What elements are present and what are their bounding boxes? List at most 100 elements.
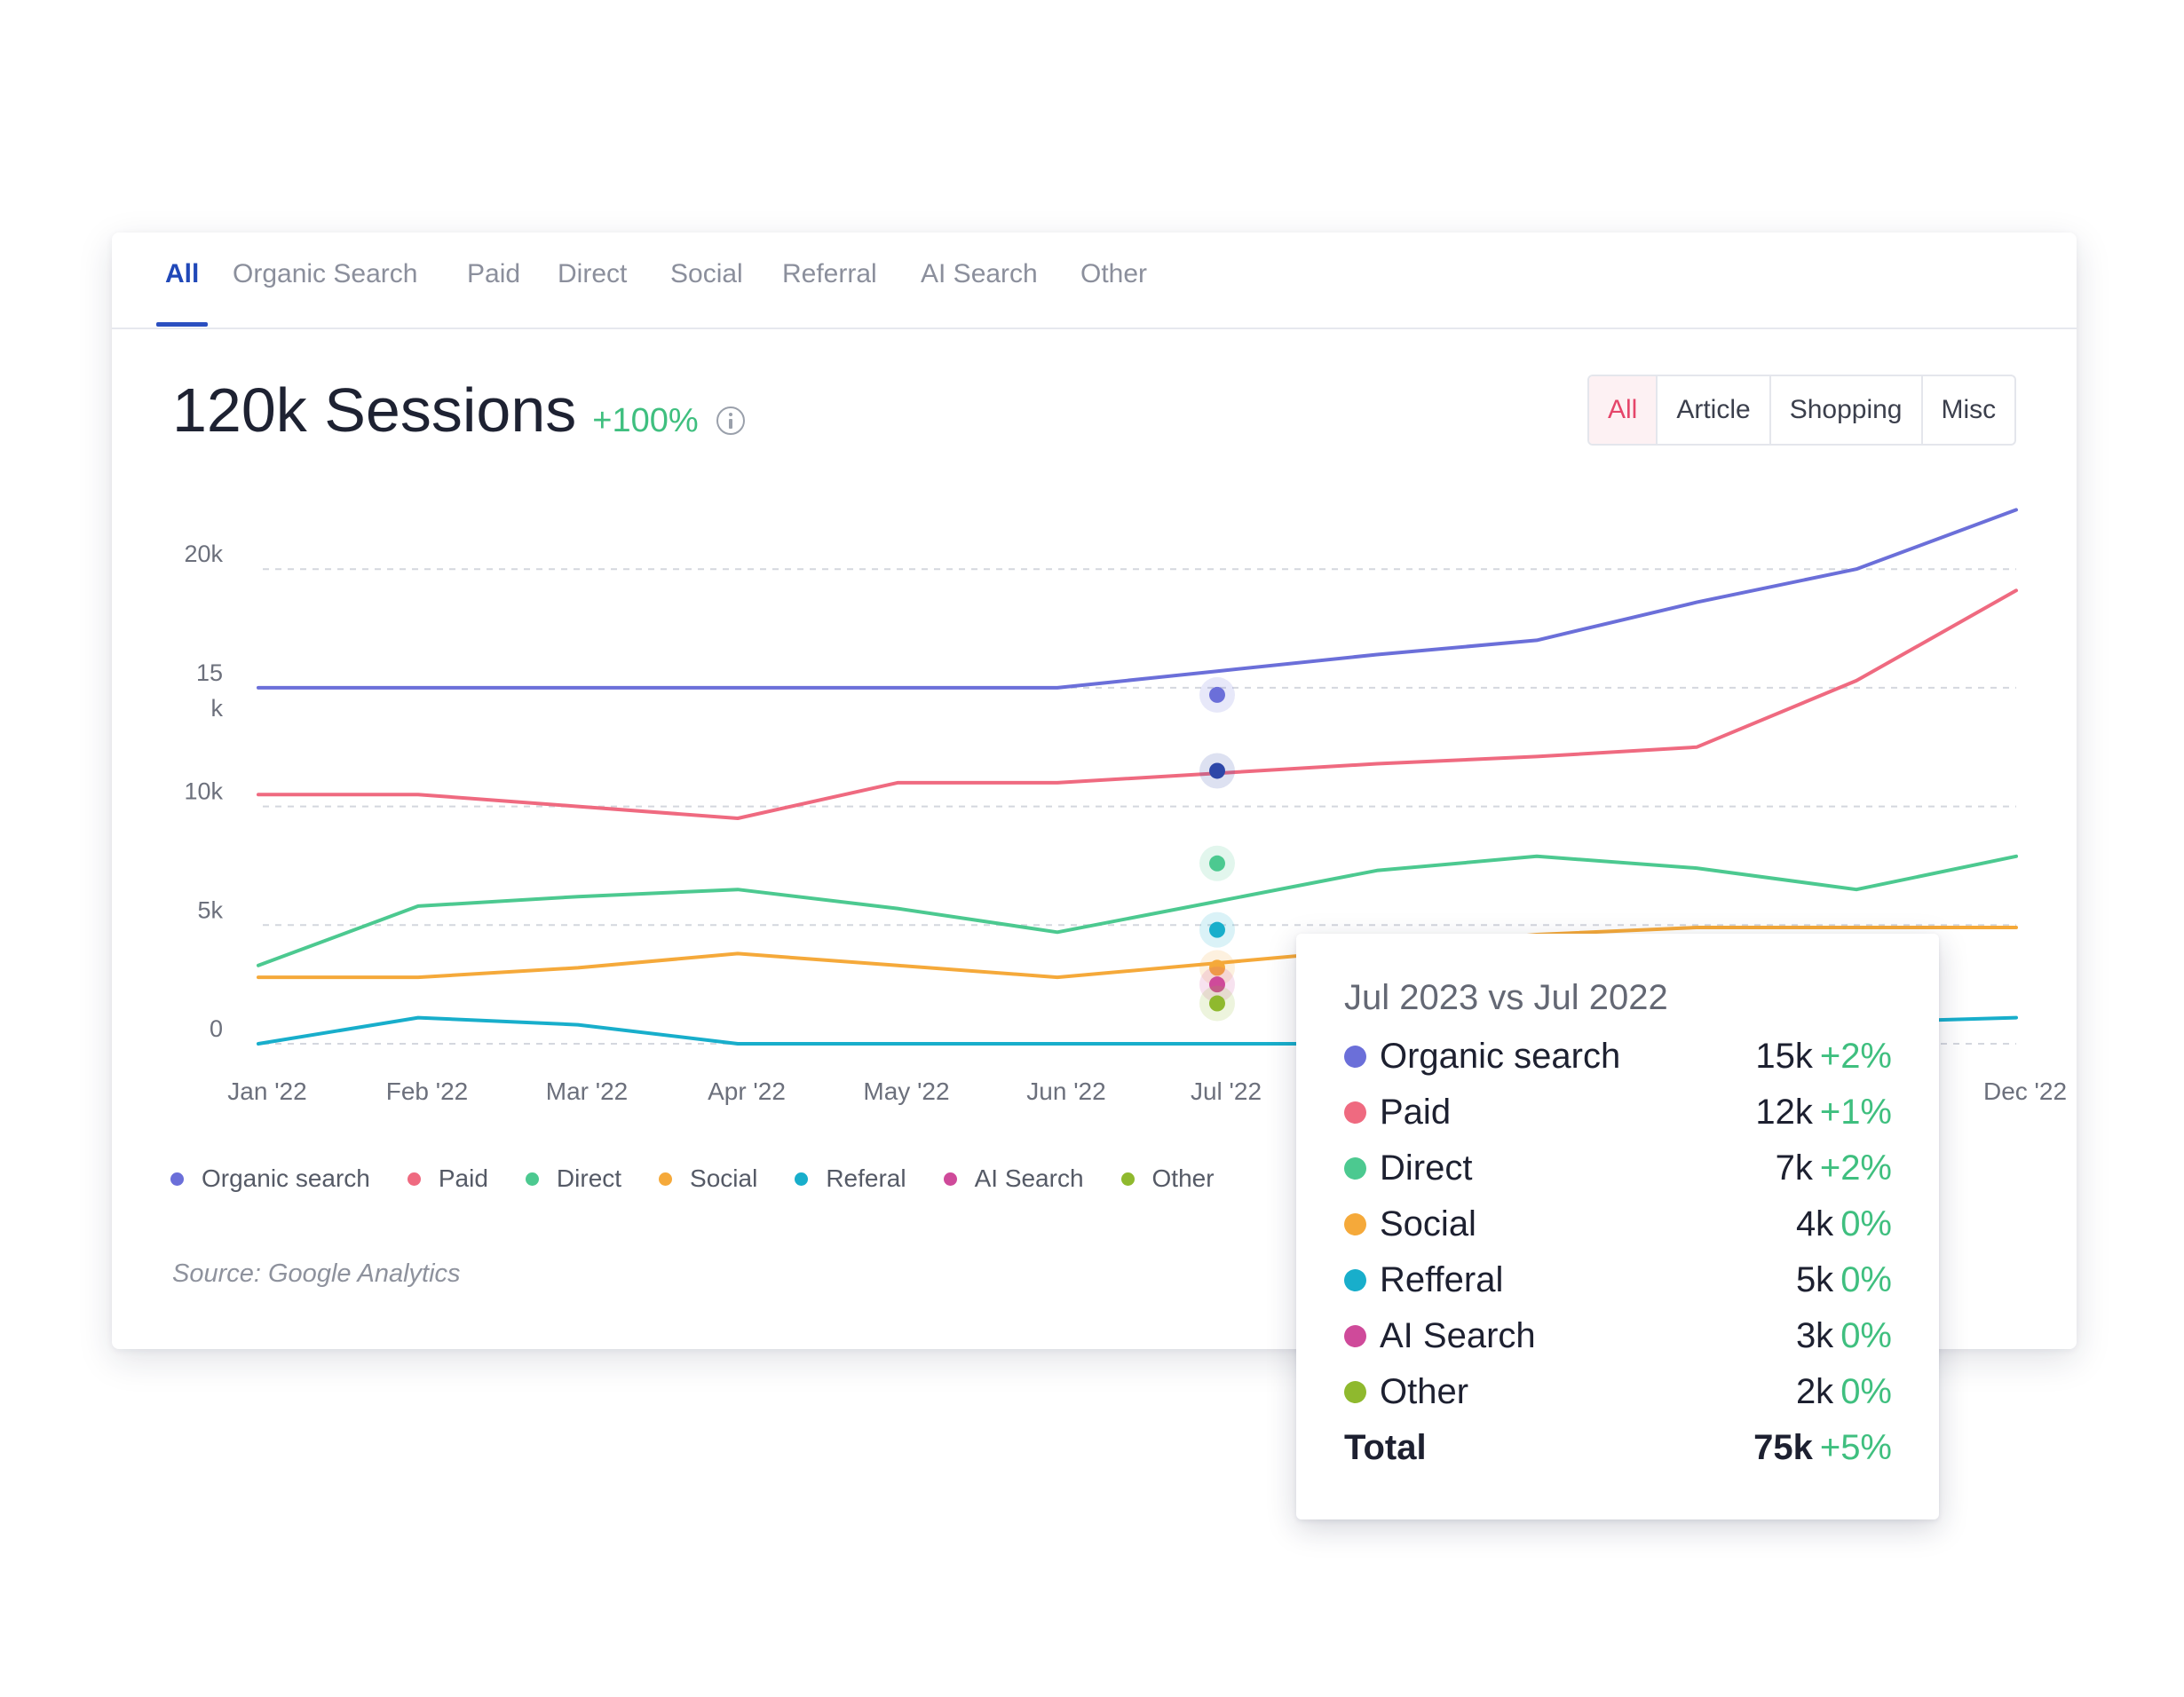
active-tab-indicator: [156, 322, 208, 327]
legend-dot-organic-search: [170, 1172, 184, 1186]
filter-article-button[interactable]: Article: [1656, 376, 1769, 444]
tab-ai-search[interactable]: AI Search: [921, 259, 1038, 288]
tooltip-row-ai-search: AI Search 3k 0%: [1344, 1313, 1892, 1359]
legend-label: Referal: [826, 1164, 906, 1192]
y-tick-label: 0: [210, 1015, 223, 1042]
legend-item-other[interactable]: Other: [1120, 1164, 1215, 1193]
hover-point-other: [1209, 995, 1225, 1012]
hover-point-direct: [1209, 855, 1225, 872]
chart-card: All Organic Search Paid Direct Social Re…: [112, 233, 2077, 1349]
tooltip-dot: [1344, 1269, 1366, 1291]
legend-item-organic-search[interactable]: Organic search: [170, 1164, 370, 1193]
tooltip-total-label: Total: [1344, 1428, 1427, 1467]
tooltip-dot: [1344, 1046, 1366, 1068]
tooltip-row-name: Organic search: [1380, 1037, 1621, 1076]
legend-label: Other: [1151, 1164, 1215, 1192]
x-tick-label: Mar '22: [546, 1077, 629, 1105]
series-line-direct: [257, 854, 2018, 967]
tooltip-row-refferal: Refferal 5k 0%: [1344, 1257, 1892, 1303]
tooltip-dot: [1344, 1325, 1366, 1347]
legend-label: Direct: [556, 1164, 622, 1192]
tooltip-row-paid: Paid 12k +1%: [1344, 1089, 1892, 1135]
tooltip-total-change: +5%: [1819, 1428, 1892, 1467]
tooltip-row-other: Other 2k 0%: [1344, 1369, 1892, 1415]
tooltip-row-change: 0%: [1840, 1316, 1892, 1355]
channel-tabs: All Organic Search Paid Direct Social Re…: [112, 233, 2077, 329]
legend-label: AI Search: [974, 1164, 1084, 1192]
tab-direct[interactable]: Direct: [558, 259, 628, 288]
legend-dot-referal: [795, 1172, 809, 1186]
tab-other[interactable]: Other: [1080, 259, 1148, 288]
x-tick-label: Jan '22: [227, 1077, 306, 1105]
tooltip-row-change: 0%: [1840, 1372, 1892, 1411]
legend-dot-direct: [525, 1172, 539, 1186]
sessions-total: 120k Sessions: [172, 375, 577, 445]
tooltip-dot: [1344, 1381, 1366, 1403]
y-tick-label: k: [211, 695, 224, 722]
tab-social[interactable]: Social: [670, 259, 743, 288]
tooltip-row-change: 0%: [1840, 1260, 1892, 1299]
sessions-headline: 120k Sessions +100%: [172, 375, 745, 446]
tooltip-row-organic-search: Organic search 15k +2%: [1344, 1033, 1892, 1079]
comparison-tooltip: Jul 2023 vs Jul 2022 Organic search 15k +…: [1296, 934, 1939, 1519]
tooltip-row-social: Social 4k 0%: [1344, 1201, 1892, 1247]
tooltip-row-name: AI Search: [1380, 1316, 1536, 1355]
tooltip-row-value: 5k: [1795, 1260, 1834, 1299]
tooltip-row-name: Other: [1380, 1372, 1469, 1411]
sessions-change: +100%: [592, 402, 699, 439]
tooltip-row-name: Paid: [1380, 1093, 1452, 1132]
legend-dot-paid: [407, 1172, 421, 1186]
legend-item-referal[interactable]: Referal: [795, 1164, 906, 1193]
x-tick-label: Jul '22: [1191, 1077, 1262, 1105]
tooltip-row-change: 0%: [1840, 1204, 1892, 1243]
filter-shopping-button[interactable]: Shopping: [1769, 376, 1921, 444]
tooltip-total-value: 75k: [1753, 1428, 1813, 1467]
tooltip-row-total: Total 75k +5%: [1344, 1425, 1892, 1471]
filter-all-button[interactable]: All: [1589, 376, 1657, 444]
legend-dot-other: [1120, 1172, 1135, 1186]
tooltip-dot: [1344, 1101, 1366, 1124]
chart-legend: Organic search Paid Direct Social Refera…: [170, 1164, 1252, 1193]
tooltip-row-change: +2%: [1819, 1148, 1892, 1188]
legend-label: Paid: [438, 1164, 488, 1192]
hover-point-social: [1209, 959, 1225, 976]
series-line-organic-search: [257, 508, 2018, 690]
series-line-paid: [257, 588, 2018, 820]
y-tick-label: 20k: [184, 541, 223, 567]
legend-dot-social: [659, 1172, 673, 1186]
x-tick-label: Feb '22: [386, 1077, 469, 1105]
tab-paid[interactable]: Paid: [467, 259, 521, 288]
info-icon[interactable]: [716, 406, 745, 435]
x-tick-label: Jun '22: [1026, 1077, 1105, 1105]
x-tick-label: May '22: [863, 1077, 949, 1105]
y-tick-label: 15: [196, 659, 223, 686]
tooltip-dot: [1344, 1213, 1366, 1235]
filter-misc-button[interactable]: Misc: [1920, 376, 2015, 444]
tooltip-row-value: 7k: [1775, 1148, 1813, 1188]
tooltip-row-change: +2%: [1819, 1037, 1892, 1076]
legend-item-social[interactable]: Social: [659, 1164, 757, 1193]
legend-item-direct[interactable]: Direct: [525, 1164, 622, 1193]
tooltip-title: Jul 2023 vs Jul 2022: [1344, 978, 1668, 1017]
x-tick-label: Dec '22: [1983, 1077, 2067, 1105]
tab-referral[interactable]: Referral: [782, 259, 877, 288]
legend-dot-ai-search: [943, 1172, 957, 1186]
tooltip-row-name: Social: [1380, 1204, 1476, 1243]
x-tick-label: Apr '22: [708, 1077, 786, 1105]
tooltip-row-direct: Direct 7k +2%: [1344, 1145, 1892, 1191]
hover-point-ai-search: [1209, 976, 1225, 993]
legend-item-ai-search[interactable]: AI Search: [943, 1164, 1084, 1193]
hover-point-refferal: [1209, 921, 1225, 938]
tooltip-row-value: 2k: [1795, 1372, 1834, 1411]
hover-point-organic-search: [1209, 686, 1225, 703]
legend-item-paid[interactable]: Paid: [407, 1164, 488, 1193]
tab-all[interactable]: All: [165, 259, 200, 288]
tab-organic-search[interactable]: Organic Search: [233, 259, 418, 288]
tooltip-row-value: 3k: [1795, 1316, 1834, 1355]
data-source-note: Source: Google Analytics: [172, 1259, 461, 1288]
tooltip-row-name: Direct: [1380, 1148, 1473, 1188]
tooltip-dot: [1344, 1157, 1366, 1180]
tooltip-row-change: +1%: [1819, 1093, 1892, 1132]
tooltip-row-value: 12k: [1755, 1093, 1813, 1132]
y-tick-label: 5k: [197, 896, 223, 923]
